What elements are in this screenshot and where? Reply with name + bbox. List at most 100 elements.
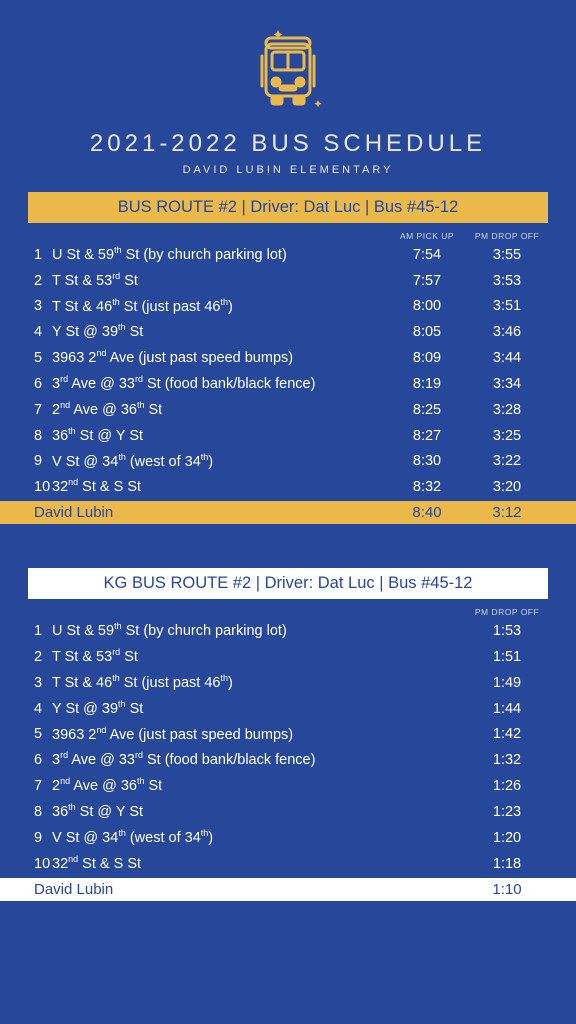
- stop-number: 4: [34, 701, 52, 717]
- table-row: 1032nd St & S St1:18: [28, 850, 548, 876]
- table-row: 63rd Ave @ 33rd St (food bank/black fenc…: [28, 370, 548, 396]
- stop-number: 1: [34, 247, 52, 263]
- stop-am-time: 8:09: [382, 350, 472, 366]
- stop-number: 4: [34, 324, 52, 340]
- stop-number: 7: [34, 402, 52, 418]
- stop-pm-time: 3:55: [472, 247, 542, 263]
- col-pm-label: PM DROP OFF: [472, 231, 542, 241]
- table-row: 72nd Ave @ 36th St1:26: [28, 772, 548, 798]
- table-row: 72nd Ave @ 36th St8:253:28: [28, 396, 548, 422]
- table-row: 3T St & 46th St (just past 46th)1:49: [28, 669, 548, 695]
- stop-am-time: 7:54: [382, 247, 472, 263]
- stop-number: 7: [34, 778, 52, 794]
- stop-location: 3rd Ave @ 33rd St (food bank/black fence…: [52, 750, 472, 768]
- stop-location: V St @ 34th (west of 34th): [52, 828, 472, 846]
- route2-final-row: David Lubin 1:10: [0, 878, 576, 901]
- table-row: 63rd Ave @ 33rd St (food bank/black fenc…: [28, 746, 548, 772]
- final-pm: 3:12: [472, 504, 542, 521]
- final-location: David Lubin: [34, 881, 472, 898]
- stop-pm-time: 1:18: [472, 856, 542, 872]
- stop-number: 8: [34, 428, 52, 444]
- stop-location: 36th St @ Y St: [52, 426, 382, 444]
- stop-pm-time: 1:42: [472, 726, 542, 742]
- stop-pm-time: 1:53: [472, 623, 542, 639]
- stop-am-time: 7:57: [382, 273, 472, 289]
- table-row: 9V St @ 34th (west of 34th)1:20: [28, 824, 548, 850]
- table-row: 4Y St @ 39th St8:053:46: [28, 318, 548, 344]
- stop-pm-time: 1:44: [472, 701, 542, 717]
- stop-am-time: 8:30: [382, 453, 472, 469]
- page-subtitle: DAVID LUBIN ELEMENTARY: [0, 164, 576, 176]
- stop-number: 3: [34, 298, 52, 314]
- table-row: 1U St & 59th St (by church parking lot)1…: [28, 617, 548, 643]
- stop-pm-time: 3:28: [472, 402, 542, 418]
- table-row: 53963 2nd Ave (just past speed bumps)8:0…: [28, 344, 548, 370]
- route1-col-headers: AM PICK UP PM DROP OFF: [28, 231, 548, 241]
- stop-pm-time: 1:20: [472, 830, 542, 846]
- stop-am-time: 8:27: [382, 428, 472, 444]
- page-title: 2021-2022 BUS SCHEDULE: [0, 130, 576, 158]
- stop-location: Y St @ 39th St: [52, 699, 472, 717]
- stop-location: 3963 2nd Ave (just past speed bumps): [52, 348, 382, 366]
- table-row: 2T St & 53rd St7:573:53: [28, 267, 548, 293]
- stop-location: T St & 53rd St: [52, 271, 382, 289]
- stop-am-time: 8:19: [382, 376, 472, 392]
- stop-pm-time: 3:20: [472, 479, 542, 495]
- stop-number: 2: [34, 649, 52, 665]
- stop-number: 5: [34, 726, 52, 742]
- stop-number: 1: [34, 623, 52, 639]
- stop-number: 10: [34, 856, 52, 872]
- col-am-label: AM PICK UP: [382, 231, 472, 241]
- stop-number: 2: [34, 273, 52, 289]
- stop-pm-time: 3:25: [472, 428, 542, 444]
- table-row: 1U St & 59th St (by church parking lot)7…: [28, 241, 548, 267]
- stop-am-time: 8:00: [382, 298, 472, 314]
- table-row: 4Y St @ 39th St1:44: [28, 695, 548, 721]
- stop-location: U St & 59th St (by church parking lot): [52, 245, 382, 263]
- stop-am-time: 8:32: [382, 479, 472, 495]
- stop-pm-time: 1:51: [472, 649, 542, 665]
- stop-am-time: 8:05: [382, 324, 472, 340]
- stop-location: 32nd St & S St: [52, 477, 382, 495]
- stop-location: 32nd St & S St: [52, 854, 472, 872]
- stop-number: 6: [34, 376, 52, 392]
- stop-pm-time: 3:44: [472, 350, 542, 366]
- stop-pm-time: 3:22: [472, 453, 542, 469]
- table-row: 53963 2nd Ave (just past speed bumps)1:4…: [28, 721, 548, 747]
- stop-number: 10: [34, 479, 52, 495]
- col-pm-label: PM DROP OFF: [472, 607, 542, 617]
- stop-am-time: 8:25: [382, 402, 472, 418]
- final-pm: 1:10: [472, 881, 542, 898]
- bus-icon: [0, 0, 576, 114]
- stop-location: 3963 2nd Ave (just past speed bumps): [52, 725, 472, 743]
- route1-banner: BUS ROUTE #2 | Driver: Dat Luc | Bus #45…: [28, 192, 548, 223]
- stop-pm-time: 3:46: [472, 324, 542, 340]
- route2-col-headers: PM DROP OFF: [28, 607, 548, 617]
- stop-location: T St & 46th St (just past 46th): [52, 297, 382, 315]
- stop-pm-time: 3:53: [472, 273, 542, 289]
- stop-location: U St & 59th St (by church parking lot): [52, 621, 472, 639]
- stop-location: 2nd Ave @ 36th St: [52, 400, 382, 418]
- route2-banner: KG BUS ROUTE #2 | Driver: Dat Luc | Bus …: [28, 568, 548, 599]
- final-location: David Lubin: [34, 504, 382, 521]
- stop-pm-time: 1:26: [472, 778, 542, 794]
- stop-location: T St & 46th St (just past 46th): [52, 673, 472, 691]
- stop-pm-time: 3:34: [472, 376, 542, 392]
- stop-number: 9: [34, 453, 52, 469]
- stop-location: 3rd Ave @ 33rd St (food bank/black fence…: [52, 374, 382, 392]
- table-row: 9V St @ 34th (west of 34th)8:303:22: [28, 448, 548, 474]
- stop-pm-time: 3:51: [472, 298, 542, 314]
- route1-final-row: David Lubin 8:40 3:12: [0, 501, 576, 524]
- table-row: 2T St & 53rd St1:51: [28, 643, 548, 669]
- route1-table: AM PICK UP PM DROP OFF 1U St & 59th St (…: [28, 231, 548, 524]
- stop-location: Y St @ 39th St: [52, 322, 382, 340]
- stop-location: T St & 53rd St: [52, 647, 472, 665]
- stop-location: 2nd Ave @ 36th St: [52, 776, 472, 794]
- table-row: 3T St & 46th St (just past 46th)8:003:51: [28, 293, 548, 319]
- stop-number: 8: [34, 804, 52, 820]
- stop-location: V St @ 34th (west of 34th): [52, 452, 382, 470]
- stop-number: 5: [34, 350, 52, 366]
- table-row: 1032nd St & S St8:323:20: [28, 473, 548, 499]
- stop-number: 9: [34, 830, 52, 846]
- stop-pm-time: 1:49: [472, 675, 542, 691]
